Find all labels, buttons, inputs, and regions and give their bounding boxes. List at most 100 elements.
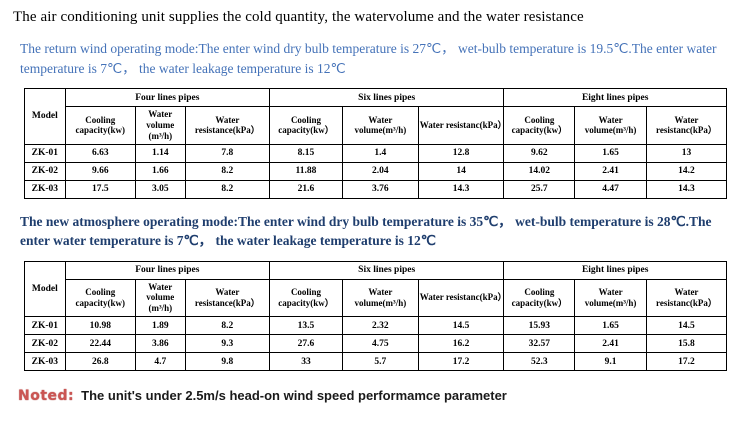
col-header-cooling-capacity-four: Cooling capacity(kw) [64, 278, 136, 318]
value-cell: 14.3 [417, 179, 505, 199]
table-row: ZK-01 10.98 1.89 8.2 13.5 2.32 14.5 15.93 1.65 14… [24, 316, 728, 336]
new-atmosphere-mode-table: Model Four lines pipes Six lines pipes E… [24, 260, 728, 372]
value-cell: 1.4 [341, 143, 419, 163]
col-header-cooling-capacity-six: Cooling capacity(kw） [268, 278, 343, 318]
value-cell: 15.8 [645, 334, 728, 354]
table-row: ZK-03 17.5 3.05 8.2 21.6 3.76 14.3 25.7 4.47 14.3 [24, 179, 728, 199]
value-cell: 13.5 [268, 316, 343, 336]
col-header-water-volume-four: Water volume (m³/h) [134, 278, 186, 318]
value-cell: 1.65 [574, 143, 647, 163]
value-cell: 16.2 [417, 334, 505, 354]
value-cell: 12.8 [417, 143, 505, 163]
value-cell: 1.65 [574, 316, 647, 336]
col-header-water-resistance-six: Water resistanc(kPa） [417, 106, 505, 145]
model-cell: ZK-01 [24, 316, 66, 336]
return-wind-mode-description: The return wind operating mode:The enter… [20, 41, 717, 76]
col-header-model: Model [24, 260, 66, 318]
value-cell: 1.89 [134, 316, 186, 336]
col-header-cooling-capacity-four: Cooling capacity(kw) [64, 106, 136, 145]
table-sub-header-row: Cooling capacity(kw) Water volume (m³/h)… [25, 106, 728, 145]
value-cell: 14 [417, 161, 505, 181]
value-cell: 2.41 [574, 334, 647, 354]
value-cell: 22.44 [64, 334, 136, 354]
value-cell: 15.93 [503, 316, 576, 336]
value-cell: 32.57 [503, 334, 576, 354]
value-cell: 17.2 [417, 352, 505, 372]
value-cell: 9.66 [64, 161, 136, 181]
col-header-water-volume-eight: Water volume(m³/h) [574, 278, 647, 318]
value-cell: 2.04 [341, 161, 419, 181]
value-cell: 14.3 [645, 179, 728, 199]
value-cell: 2.41 [574, 161, 647, 181]
value-cell: 3.86 [134, 334, 186, 354]
col-header-model: Model [24, 88, 66, 145]
value-cell: 4.75 [341, 334, 419, 354]
table-row: ZK-02 9.66 1.66 8.2 11.88 2.04 14 14.02 2.41 14.2 [24, 161, 728, 181]
value-cell: 27.6 [268, 334, 343, 354]
value-cell: 10.98 [64, 316, 136, 336]
model-cell: ZK-02 [24, 334, 66, 354]
col-header-cooling-capacity-eight: Cooling capacity(kw） [503, 278, 576, 318]
value-cell: 33 [268, 352, 343, 372]
value-cell: 5.7 [341, 352, 419, 372]
model-cell: ZK-03 [24, 352, 66, 372]
value-cell: 9.8 [184, 352, 270, 372]
value-cell: 9.62 [503, 143, 576, 163]
value-cell: 6.63 [64, 143, 136, 163]
group-header-four-lines: Four lines pipes [64, 260, 270, 280]
col-header-water-resistance-four: Water resistance(kPa） [184, 106, 270, 145]
col-header-cooling-capacity-six: Cooling capacity(kw） [268, 106, 343, 145]
value-cell: 8.15 [268, 143, 343, 163]
value-cell: 21.6 [268, 179, 343, 199]
value-cell: 25.7 [503, 179, 576, 199]
group-header-eight-lines: Eight lines pipes [503, 260, 727, 280]
col-header-water-volume-six: Water volume(m³/h) [341, 106, 419, 145]
page-title: The air conditioning unit supplies the c… [13, 9, 584, 25]
value-cell: 4.47 [574, 179, 647, 199]
value-cell: 26.8 [64, 352, 136, 372]
table-row: ZK-02 22.44 3.86 9.3 27.6 4.75 16.2 32.57 2.41 15… [24, 334, 728, 354]
note-label: Noted: [18, 388, 75, 405]
model-cell: ZK-02 [24, 161, 66, 181]
value-cell: 14.02 [503, 161, 576, 181]
value-cell: 2.32 [341, 316, 419, 336]
value-cell: 11.88 [268, 161, 343, 181]
value-cell: 3.76 [341, 179, 419, 199]
value-cell: 8.2 [184, 161, 270, 181]
value-cell: 14.5 [417, 316, 505, 336]
col-header-water-volume-four: Water volume (m³/h) [134, 106, 186, 145]
col-header-water-resistance-six: Water resistanc(kPa） [417, 278, 505, 318]
col-header-water-volume-eight: Water volume(m³/h) [574, 106, 647, 145]
col-header-water-resistance-eight: Water resistanc(kPa） [645, 106, 728, 145]
value-cell: 3.05 [134, 179, 186, 199]
table-group-header-row: Model Four lines pipes Six lines pipes E… [24, 260, 727, 318]
value-cell: 17.2 [645, 352, 728, 372]
note-text: The unit's under 2.5m/s head-on wind spe… [81, 388, 507, 404]
value-cell: 8.2 [184, 316, 270, 336]
value-cell: 7.8 [184, 143, 270, 163]
value-cell: 52.3 [503, 352, 576, 372]
group-header-six-lines: Six lines pipes [268, 88, 505, 108]
model-cell: ZK-03 [24, 179, 66, 199]
value-cell: 9.1 [574, 352, 647, 372]
value-cell: 1.66 [134, 161, 186, 181]
group-header-eight-lines: Eight lines pipes [503, 88, 727, 108]
new-atmosphere-mode-description: The new atmosphere operating mode:The en… [20, 213, 712, 249]
value-cell: 13 [645, 143, 728, 163]
col-header-water-resistance-eight: Water resistanc(kPa） [645, 278, 728, 318]
value-cell: 17.5 [64, 179, 136, 199]
table-row: ZK-01 6.63 1.14 7.8 8.15 1.4 12.8 9.62 1.65 13 [24, 143, 728, 163]
footer-note: Noted: The unit's under 2.5m/s head-on wi… [18, 388, 750, 404]
col-header-cooling-capacity-eight: Cooling capacity(kw） [503, 106, 576, 145]
model-cell: ZK-01 [24, 143, 66, 163]
value-cell: 14.2 [645, 161, 728, 181]
col-header-water-volume-six: Water volume(m³/h) [341, 278, 419, 318]
value-cell: 14.5 [645, 316, 728, 336]
value-cell: 4.7 [134, 352, 186, 372]
group-header-four-lines: Four lines pipes [64, 88, 270, 108]
value-cell: 9.3 [184, 334, 270, 354]
return-wind-mode-table: Model Four lines pipes Six lines pipes E… [24, 88, 728, 199]
group-header-six-lines: Six lines pipes [268, 260, 505, 280]
value-cell: 8.2 [184, 179, 270, 199]
table-sub-header-row: Cooling capacity(kw) Water volume (m³/h)… [25, 278, 728, 318]
